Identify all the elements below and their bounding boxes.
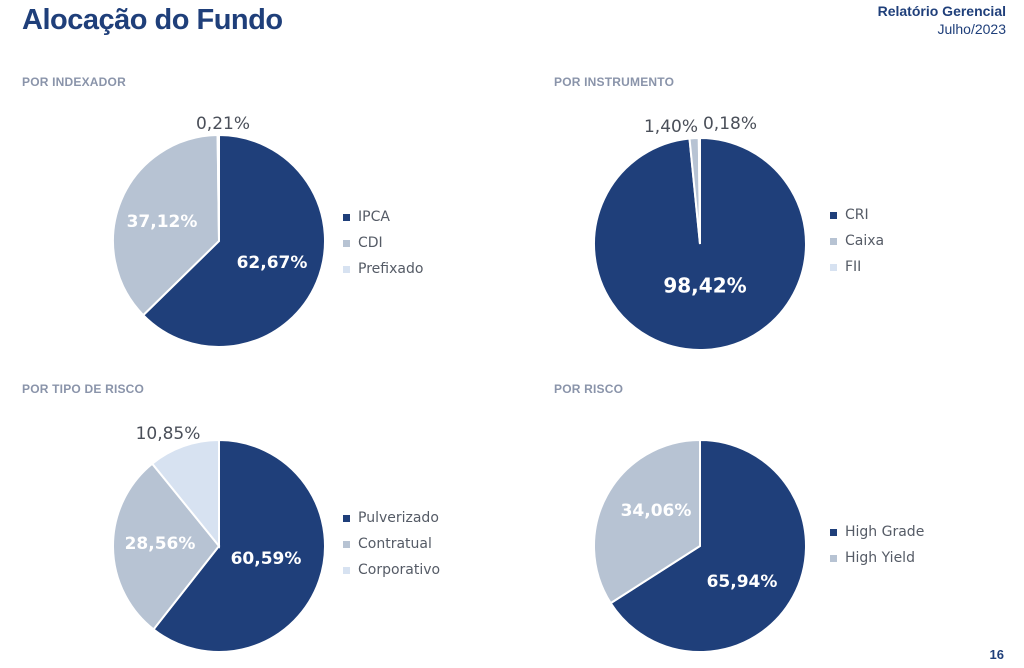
legend-label: IPCA: [358, 209, 390, 225]
report-header: Relatório Gerencial Julho/2023: [878, 2, 1006, 38]
data-label-fii: 0,18%: [703, 114, 757, 134]
data-label-caixa: 1,40%: [644, 117, 698, 137]
data-label-prefixado: 0,21%: [196, 114, 250, 134]
legend-swatch: [343, 213, 350, 221]
legend-indexador: IPCA CDI Prefixado: [343, 204, 423, 282]
pie-slice-high-yield: [593, 438, 701, 605]
page-number: 16: [989, 647, 1004, 662]
report-date: Julho/2023: [937, 21, 1006, 37]
section-title-instrumento: POR INSTRUMENTO: [554, 75, 675, 89]
legend-risco: High Grade High Yield: [830, 519, 924, 571]
legend-swatch: [343, 265, 350, 273]
legend-swatch: [343, 540, 350, 548]
pie-slice-ipca: [141, 133, 326, 348]
legend-label: High Yield: [845, 550, 915, 566]
pie-slice-high-grade: [609, 438, 807, 653]
legend-swatch: [830, 528, 837, 536]
legend-item-pulverizado: Pulverizado: [343, 505, 440, 531]
data-label-high-grade: 65,94%: [707, 572, 778, 592]
section-title-risco: POR RISCO: [554, 382, 624, 396]
legend-item-caixa: Caixa: [830, 228, 884, 254]
pie-slice-cdi: [112, 133, 221, 317]
legend-label: High Grade: [845, 524, 925, 540]
legend-label: Pulverizado: [358, 510, 439, 526]
legend-swatch: [830, 211, 837, 219]
legend-label: CDI: [358, 235, 383, 251]
legend-swatch: [830, 263, 837, 271]
pie-slice-corporativo: [150, 438, 220, 549]
legend-item-cdi: CDI: [343, 230, 423, 256]
legend-label: Prefixado: [358, 261, 424, 277]
data-label-corporativo: 10,85%: [136, 424, 201, 444]
legend-label: Contratual: [358, 536, 432, 552]
legend-tipo-risco: Pulverizado Contratual Corporativo: [343, 505, 440, 583]
data-label-ipca: 62,67%: [237, 253, 308, 273]
legend-item-fii: FII: [830, 254, 884, 280]
legend-label: FII: [845, 259, 862, 275]
legend-item-prefixado: Prefixado: [343, 256, 423, 282]
data-label-pulverizado: 60,59%: [231, 549, 302, 569]
legend-swatch: [830, 554, 837, 562]
legend-label: Caixa: [845, 233, 885, 249]
legend-swatch: [343, 239, 350, 247]
legend-item-high-grade: High Grade: [830, 519, 924, 545]
pie-slice-prefixado: [216, 133, 220, 242]
legend-swatch: [343, 514, 350, 522]
section-title-indexador: POR INDEXADOR: [22, 75, 126, 89]
pie-slice-contratual: [112, 462, 221, 631]
legend-item-cri: CRI: [830, 202, 884, 228]
legend-item-ipca: IPCA: [343, 204, 423, 230]
page-title: Alocação do Fundo: [22, 4, 283, 36]
legend-swatch: [343, 566, 350, 574]
legend-item-corporativo: Corporativo: [343, 557, 440, 583]
section-title-tipo-risco: POR TIPO DE RISCO: [22, 382, 145, 396]
report-title: Relatório Gerencial: [877, 3, 1006, 19]
pie-slice-pulverizado: [152, 438, 326, 653]
legend-swatch: [830, 237, 837, 245]
data-label-contratual: 28,56%: [125, 534, 196, 554]
legend-instrumento: CRI Caixa FII: [830, 202, 884, 280]
data-label-cdi: 37,12%: [127, 212, 198, 232]
legend-item-contratual: Contratual: [343, 531, 440, 557]
legend-label: Corporativo: [358, 562, 441, 578]
data-label-cri: 98,42%: [663, 274, 746, 298]
data-label-high-yield: 34,06%: [621, 501, 692, 521]
legend-item-high-yield: High Yield: [830, 545, 924, 571]
legend-label: CRI: [845, 207, 869, 223]
pie-slice-fii: [697, 136, 701, 245]
